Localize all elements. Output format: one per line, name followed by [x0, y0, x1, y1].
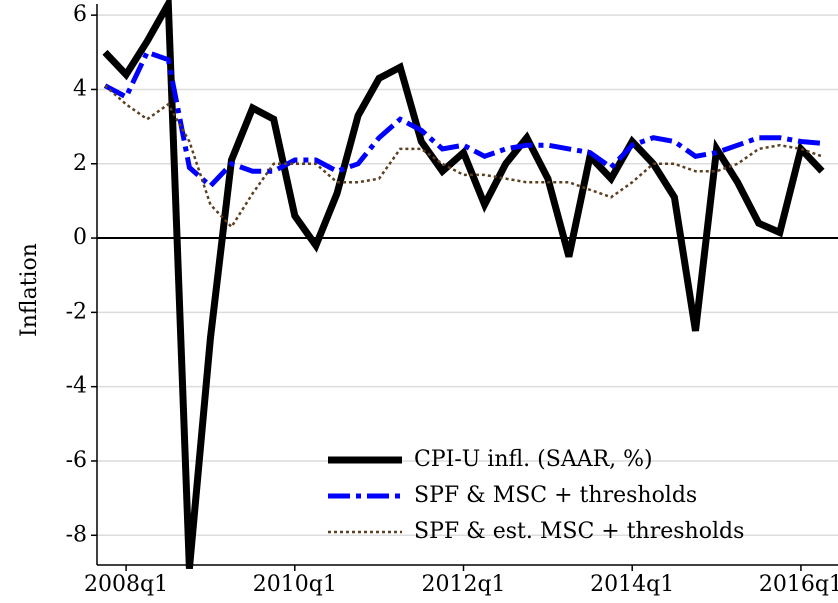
x-tick-label: 2016q1	[759, 572, 838, 597]
x-tick-label: 2010q1	[253, 572, 337, 597]
y-tick-label: -6	[66, 448, 87, 473]
y-tick-label: 2	[73, 151, 87, 176]
x-tick-label: 2014q1	[590, 572, 674, 597]
y-tick-label: 0	[73, 225, 87, 250]
y-tick-label: -2	[66, 299, 87, 324]
series-line	[104, 84, 823, 229]
y-tick-label: 4	[73, 76, 87, 101]
series-line	[102, 0, 825, 570]
y-tick-label: -4	[66, 374, 87, 399]
y-axis-label: Inflation	[17, 243, 42, 337]
legend-label: CPI-U infl. (SAAR, %)	[414, 447, 653, 472]
y-tick-label: -8	[66, 522, 87, 547]
series-line	[103, 49, 823, 190]
x-tick-label: 2008q1	[84, 572, 168, 597]
x-tick-label: 2012q1	[421, 572, 505, 597]
legend-label: SPF & MSC + thresholds	[414, 483, 697, 508]
legend-label: SPF & est. MSC + thresholds	[414, 519, 744, 544]
y-tick-label: 6	[73, 2, 87, 27]
